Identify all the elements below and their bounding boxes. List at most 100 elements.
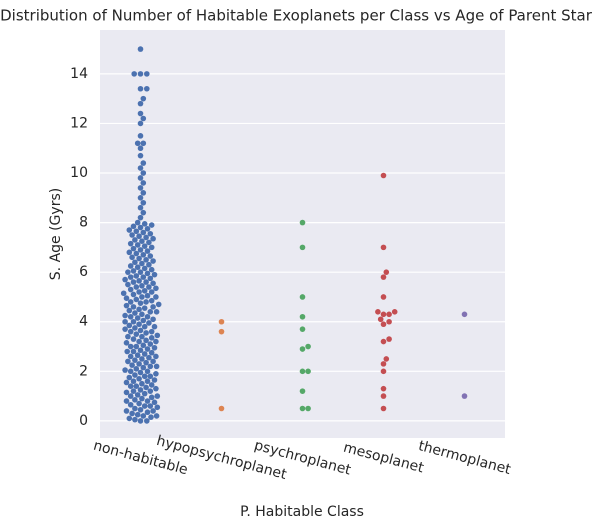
swarm-point xyxy=(153,285,159,292)
swarm-point xyxy=(147,388,154,394)
swarm-point xyxy=(218,405,225,412)
swarm-point xyxy=(141,403,148,409)
swarm-point xyxy=(141,390,148,397)
swarm-point xyxy=(144,398,151,404)
swarm-point xyxy=(123,295,130,301)
swarm-point xyxy=(375,309,381,315)
swarm-point xyxy=(137,195,144,201)
swarm-point xyxy=(380,361,387,367)
swarm-point xyxy=(137,71,144,77)
swarm-point xyxy=(123,340,130,346)
swarm-point xyxy=(147,309,154,315)
swarm-point xyxy=(141,221,148,227)
swarm-point xyxy=(143,384,149,391)
swarm-point xyxy=(141,373,148,380)
swarm-point xyxy=(133,250,140,257)
swarm-point xyxy=(148,349,155,356)
swarm-point xyxy=(150,280,156,287)
swarm-point xyxy=(153,338,159,345)
swarm-point xyxy=(129,254,135,261)
swarm-point xyxy=(127,353,134,360)
swarm-point xyxy=(137,204,144,211)
swarm-point xyxy=(147,253,154,259)
swarm-point xyxy=(123,398,130,404)
swarm-point xyxy=(380,338,387,345)
swarm-point xyxy=(126,227,133,233)
swarm-point xyxy=(136,338,142,345)
swarm-point xyxy=(380,172,387,179)
swarm-point xyxy=(134,315,141,321)
swarm-point xyxy=(380,385,387,392)
swarm-point xyxy=(305,405,311,412)
swarm-point xyxy=(133,366,140,372)
y-tick-label: 12 xyxy=(70,115,88,131)
swarm-point xyxy=(134,140,141,147)
swarm-point xyxy=(129,410,135,417)
swarm-point xyxy=(136,233,142,240)
swarm-point xyxy=(137,214,144,221)
swarm-point xyxy=(148,289,155,295)
swarm-point xyxy=(139,311,145,318)
swarm-point xyxy=(134,242,141,248)
swarm-point xyxy=(146,354,152,361)
swarm-point xyxy=(123,389,130,396)
swarm-point xyxy=(150,235,156,242)
swarm-point xyxy=(146,239,152,246)
swarm-point xyxy=(140,317,147,324)
swarm-point xyxy=(122,276,128,283)
swarm-point xyxy=(148,266,155,273)
swarm-point xyxy=(139,395,145,402)
swarm-point xyxy=(154,332,161,339)
swarm-point xyxy=(133,228,140,235)
swarm-point xyxy=(136,400,142,407)
y-tick-label: 10 xyxy=(70,165,88,181)
swarm-point xyxy=(137,165,144,171)
swarm-point xyxy=(147,403,154,409)
x-tick-label: thermoplanet xyxy=(417,438,513,478)
swarm-point xyxy=(144,85,150,92)
swarm-point xyxy=(123,379,130,386)
swarm-point xyxy=(139,356,145,362)
swarm-point xyxy=(137,247,144,253)
swarm-point xyxy=(148,328,155,335)
swarm-point xyxy=(127,299,134,305)
swarm-point xyxy=(137,300,144,306)
swarm-point xyxy=(139,283,145,289)
swarm-point xyxy=(137,387,144,393)
swarm-point xyxy=(148,244,155,251)
swarm-point xyxy=(137,224,144,231)
swarm-point xyxy=(132,237,138,243)
swarm-point xyxy=(299,388,306,394)
y-tick-label: 4 xyxy=(79,314,88,330)
swarm-point xyxy=(143,299,149,305)
swarm-point xyxy=(299,313,306,320)
swarm-point xyxy=(139,238,145,244)
swarm-point xyxy=(144,368,151,375)
swarm-point xyxy=(139,260,145,267)
swarm-point xyxy=(132,372,138,378)
swarm-point xyxy=(122,367,128,373)
swarm-point xyxy=(134,219,141,226)
swarm-point xyxy=(127,393,134,399)
swarm-point xyxy=(127,313,134,320)
swarm-point xyxy=(380,244,387,251)
swarm-point xyxy=(140,180,147,186)
swarm-point xyxy=(144,378,151,385)
swarm-point xyxy=(143,234,149,241)
swarm-point xyxy=(144,409,151,416)
swarm-point xyxy=(132,416,138,423)
swarm-point xyxy=(147,275,154,282)
swarm-point xyxy=(299,326,306,332)
swarm-point xyxy=(132,325,138,331)
swarm-point xyxy=(130,291,137,298)
swarm-point xyxy=(386,318,392,325)
swarm-point xyxy=(140,199,147,206)
swarm-point xyxy=(137,152,144,159)
swarm-point xyxy=(141,351,148,357)
swarm-point xyxy=(122,326,128,332)
swarm-point xyxy=(383,356,390,362)
swarm-point xyxy=(136,375,142,382)
swarm-point xyxy=(129,362,135,368)
swarm-point xyxy=(137,145,144,152)
